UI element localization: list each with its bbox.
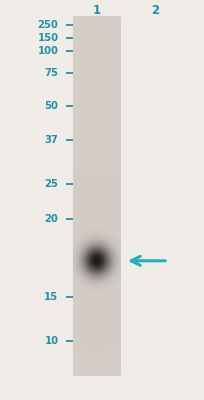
Text: 2: 2 — [151, 4, 159, 16]
Bar — [72, 16, 120, 376]
Text: 1: 1 — [92, 4, 100, 16]
Text: 25: 25 — [44, 179, 58, 189]
Text: 15: 15 — [44, 292, 58, 302]
Bar — [131, 16, 178, 376]
Text: 75: 75 — [44, 68, 58, 78]
Text: 20: 20 — [44, 214, 58, 224]
Text: 150: 150 — [37, 33, 58, 43]
Text: 250: 250 — [38, 20, 58, 30]
Text: 100: 100 — [37, 46, 58, 56]
Text: 37: 37 — [44, 135, 58, 145]
Text: 10: 10 — [44, 336, 58, 346]
Text: 50: 50 — [44, 101, 58, 111]
